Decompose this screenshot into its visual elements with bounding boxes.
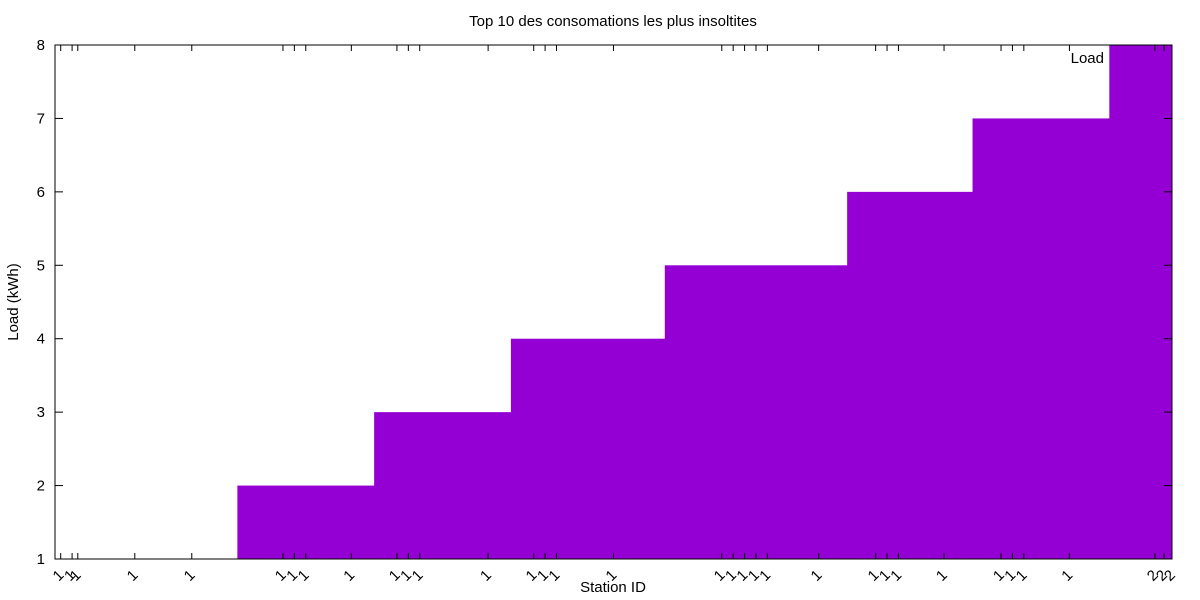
load-step-5 [847, 191, 974, 559]
y-tick-label: 1 [37, 551, 45, 568]
load-step-6 [972, 118, 1110, 559]
legend-entry-load: Load [1071, 50, 1104, 67]
load-step-3 [510, 338, 666, 559]
y-tick-label: 3 [37, 404, 45, 421]
x-tick-label: 1 [124, 567, 142, 585]
load-step-4 [664, 265, 848, 559]
y-tick-label: 7 [37, 110, 45, 127]
x-axis-label: Station ID [580, 579, 646, 596]
load-step-1 [237, 485, 375, 559]
x-tick-label: 1 [477, 567, 495, 585]
x-tick-label: 1 [1058, 567, 1076, 585]
y-tick-label: 6 [37, 184, 45, 201]
chart-title: Top 10 des consomations les plus insolti… [469, 13, 757, 30]
x-tick-label: 1 [933, 567, 951, 585]
load-step-7 [1109, 45, 1173, 559]
series-fill-layer [237, 45, 1173, 559]
load-step-2 [374, 412, 512, 559]
x-tick-label: 1 [808, 567, 826, 585]
plot-frame [54, 44, 1173, 560]
x-tick-label: 1 [181, 567, 199, 585]
x-tick-label: 1 [340, 567, 358, 585]
y-axis-label: Load (kWh) [5, 263, 22, 341]
y-tick-label: 5 [37, 257, 45, 274]
y-tick-label: 4 [37, 331, 45, 348]
y-tick-label: 2 [37, 478, 45, 495]
y-tick-label: 8 [37, 37, 45, 54]
